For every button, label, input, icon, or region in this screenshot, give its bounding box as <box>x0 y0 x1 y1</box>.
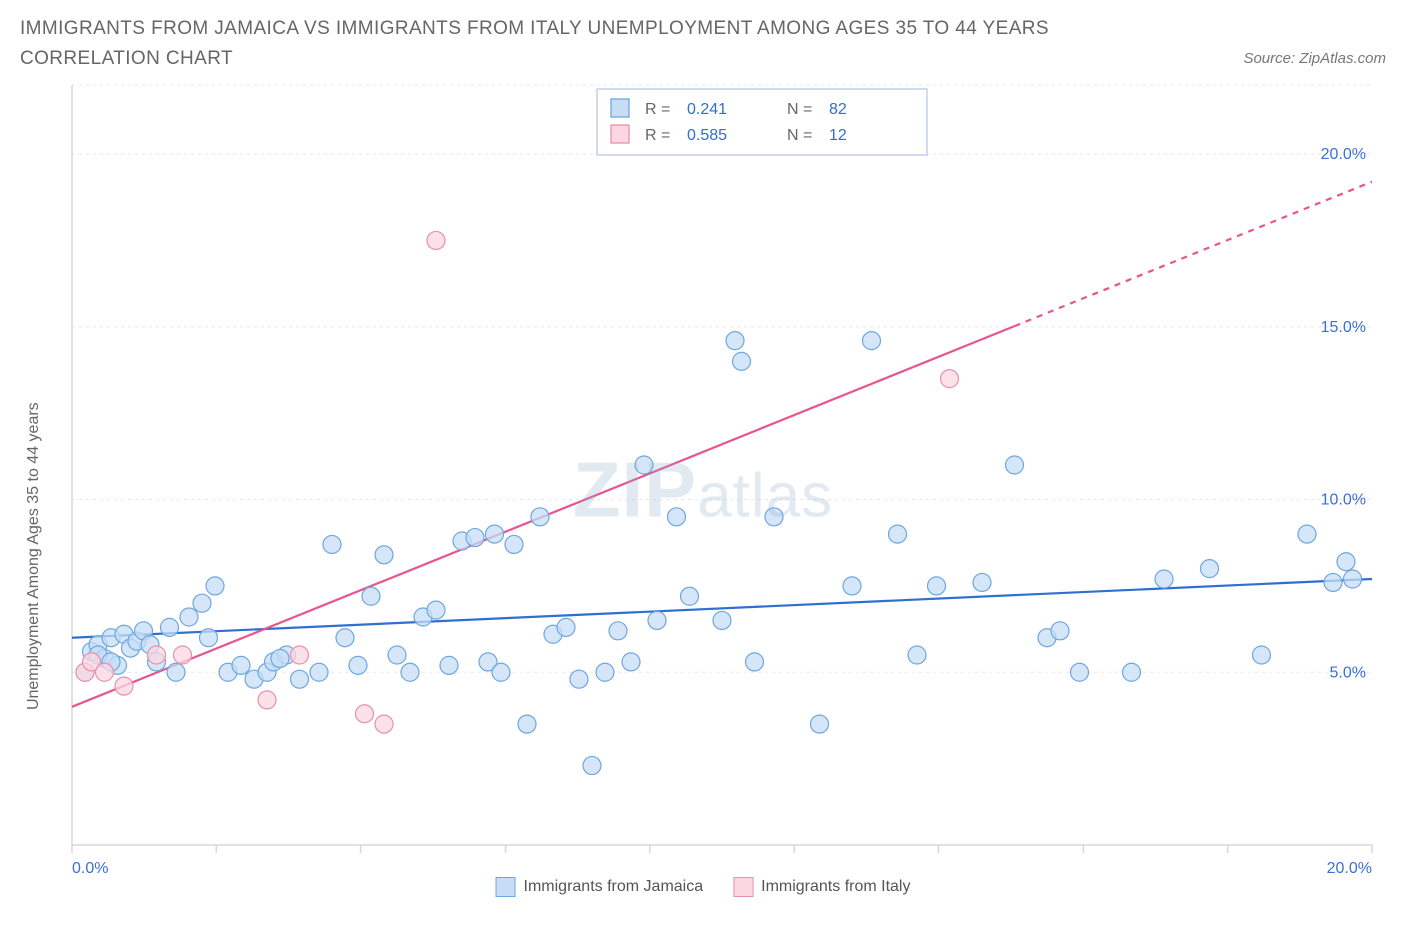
data-point <box>765 508 783 526</box>
data-point <box>349 656 367 674</box>
data-point <box>908 646 926 664</box>
data-point <box>161 618 179 636</box>
data-point <box>570 670 588 688</box>
data-point <box>505 535 523 553</box>
data-point <box>1324 573 1342 591</box>
data-point <box>889 525 907 543</box>
data-point <box>310 663 328 681</box>
x-tick-label: 0.0% <box>72 860 108 877</box>
stats-n-label: N = <box>787 127 812 144</box>
data-point <box>596 663 614 681</box>
data-point <box>206 577 224 595</box>
legend-item: Immigrants from Jamaica <box>496 877 704 897</box>
page-title: IMMIGRANTS FROM JAMAICA VS IMMIGRANTS FR… <box>20 14 1120 75</box>
data-point <box>1123 663 1141 681</box>
data-point <box>115 677 133 695</box>
stats-swatch <box>611 99 629 117</box>
stats-r-value: 0.241 <box>687 101 727 118</box>
data-point <box>375 546 393 564</box>
trend-line-dashed <box>1015 182 1373 326</box>
y-tick-label: 5.0% <box>1330 664 1366 681</box>
data-point <box>668 508 686 526</box>
data-point <box>681 587 699 605</box>
data-point <box>193 594 211 612</box>
data-point <box>1253 646 1271 664</box>
data-point <box>174 646 192 664</box>
data-point <box>713 611 731 629</box>
legend-swatch <box>496 877 516 897</box>
data-point <box>388 646 406 664</box>
scatter-chart: 0.0% 20.0% 5.0% 10.0% 15.0% 20.0% Unemployment… <box>0 75 1406 905</box>
data-point <box>96 663 114 681</box>
data-point <box>291 646 309 664</box>
y-tick-label: 20.0% <box>1321 146 1366 163</box>
data-point <box>1201 559 1219 577</box>
data-point <box>356 705 374 723</box>
data-point <box>466 528 484 546</box>
data-point <box>148 646 166 664</box>
y-tick-label: 15.0% <box>1321 319 1366 336</box>
data-point <box>635 456 653 474</box>
data-point <box>1298 525 1316 543</box>
data-point <box>648 611 666 629</box>
source-credit: Source: ZipAtlas.com <box>1243 50 1386 67</box>
data-point <box>609 622 627 640</box>
data-point <box>492 663 510 681</box>
legend-label: Immigrants from Jamaica <box>524 878 704 896</box>
data-point <box>427 231 445 249</box>
data-point <box>1337 553 1355 571</box>
stats-n-label: N = <box>787 101 812 118</box>
bottom-legend: Immigrants from Jamaica Immigrants from I… <box>496 877 911 897</box>
stats-n-value: 82 <box>829 101 847 118</box>
data-point <box>1006 456 1024 474</box>
data-point <box>362 587 380 605</box>
data-point <box>291 670 309 688</box>
data-point <box>843 577 861 595</box>
chart-container: 0.0% 20.0% 5.0% 10.0% 15.0% 20.0% Unemployment… <box>0 75 1406 905</box>
legend-label: Immigrants from Italy <box>761 878 910 896</box>
stats-box <box>597 89 927 155</box>
data-point <box>863 331 881 349</box>
stats-swatch <box>611 125 629 143</box>
data-point <box>440 656 458 674</box>
data-point <box>200 629 218 647</box>
data-point <box>167 663 185 681</box>
legend-item: Immigrants from Italy <box>733 877 910 897</box>
data-point <box>811 715 829 733</box>
data-point <box>746 653 764 671</box>
data-point <box>401 663 419 681</box>
data-point <box>180 608 198 626</box>
data-point <box>583 756 601 774</box>
legend-swatch <box>733 877 753 897</box>
y-axis-label: Unemployment Among Ages 35 to 44 years <box>25 402 42 710</box>
stats-r-label: R = <box>645 127 670 144</box>
data-point <box>557 618 575 636</box>
data-point <box>941 369 959 387</box>
x-tick-label: 20.0% <box>1327 860 1372 877</box>
data-point <box>928 577 946 595</box>
data-point <box>1155 570 1173 588</box>
data-point <box>733 352 751 370</box>
data-point <box>427 601 445 619</box>
data-point <box>726 331 744 349</box>
data-point <box>1071 663 1089 681</box>
stats-r-value: 0.585 <box>687 127 727 144</box>
data-point <box>232 656 250 674</box>
data-point <box>518 715 536 733</box>
data-point <box>375 715 393 733</box>
data-point <box>486 525 504 543</box>
stats-n-value: 12 <box>829 127 847 144</box>
y-tick-label: 10.0% <box>1321 491 1366 508</box>
data-point <box>1344 570 1362 588</box>
data-point <box>271 649 289 667</box>
data-point <box>323 535 341 553</box>
data-point <box>258 691 276 709</box>
stats-r-label: R = <box>645 101 670 118</box>
data-point <box>622 653 640 671</box>
data-point <box>336 629 354 647</box>
data-point <box>1051 622 1069 640</box>
data-point <box>531 508 549 526</box>
data-point <box>973 573 991 591</box>
